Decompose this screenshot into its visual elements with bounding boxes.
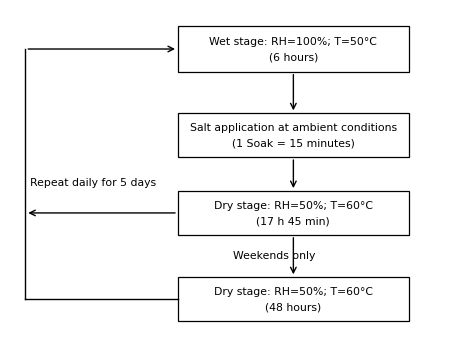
Text: (48 hours): (48 hours) [265,303,322,313]
Text: (1 Soak = 15 minutes): (1 Soak = 15 minutes) [232,139,355,149]
FancyBboxPatch shape [178,113,409,157]
Text: Wet stage: RH=100%; T=50°C: Wet stage: RH=100%; T=50°C [209,37,377,47]
Text: Dry stage: RH=50%; T=60°C: Dry stage: RH=50%; T=60°C [214,200,373,211]
Text: Salt application at ambient conditions: Salt application at ambient conditions [190,123,397,133]
Text: Dry stage: RH=50%; T=60°C: Dry stage: RH=50%; T=60°C [214,287,373,297]
Text: (6 hours): (6 hours) [269,52,318,63]
Text: Weekends only: Weekends only [233,251,316,261]
Text: (17 h 45 min): (17 h 45 min) [256,216,330,226]
FancyBboxPatch shape [178,191,409,235]
Text: Repeat daily for 5 days: Repeat daily for 5 days [30,177,156,188]
FancyBboxPatch shape [178,277,409,321]
FancyBboxPatch shape [178,26,409,72]
